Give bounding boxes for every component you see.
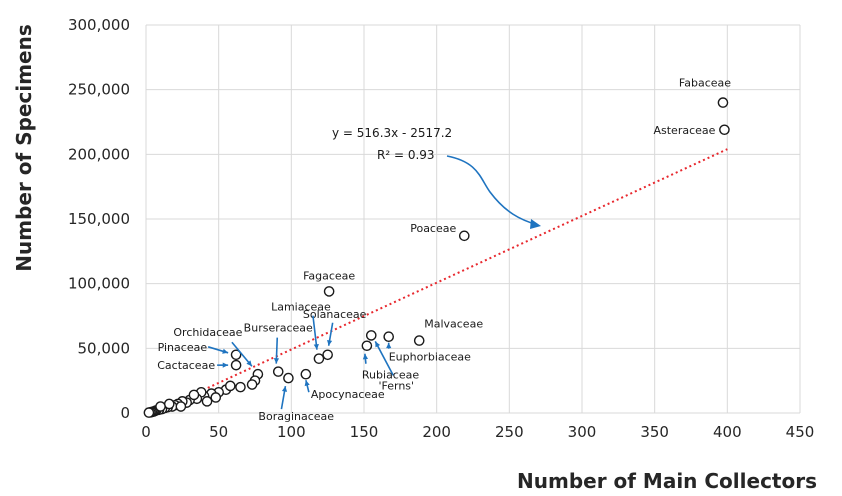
label-arrowhead — [313, 344, 319, 350]
point-label: Fagaceae — [303, 269, 355, 282]
annotations: Fabaceae Asteraceae Poaceae Fagaceae Malvace… — [157, 77, 731, 423]
data-point — [235, 381, 246, 393]
point-label: Poaceae — [410, 222, 456, 235]
y-tick-label: 250,000 — [68, 81, 130, 99]
label-arrowhead — [386, 342, 392, 349]
label-arrowhead — [246, 360, 252, 367]
trendline-r2: R² = 0.93 — [377, 148, 435, 162]
y-tick-label: 200,000 — [68, 145, 130, 163]
data-point — [283, 372, 294, 384]
data-point — [300, 368, 312, 380]
point-label: Malvaceae — [424, 318, 483, 331]
points-layer — [143, 97, 730, 418]
tick-labels: 0 50 100 150 200 250 300 350 400 450 0 50,000 100,00… — [68, 16, 814, 441]
trendline — [152, 148, 728, 414]
x-tick-label: 200 — [422, 423, 451, 441]
data-point — [322, 349, 333, 361]
label-arrowhead — [375, 341, 381, 348]
data-point — [717, 97, 729, 108]
label-arrowhead — [281, 386, 288, 392]
x-axis-title: Number of Main Collectors — [517, 469, 817, 493]
data-point — [143, 407, 155, 418]
data-point — [201, 396, 213, 407]
x-tick-label: 350 — [640, 423, 669, 441]
point-label: Euphorbiaceae — [389, 351, 471, 364]
label-arrow — [374, 341, 394, 376]
point-label: Boraginaceae — [258, 410, 334, 423]
x-tick-label: 0 — [141, 423, 151, 441]
x-tick-label: 150 — [350, 423, 379, 441]
point-label: Rubiaceae — [362, 369, 419, 382]
point-label: Solanaceae — [303, 308, 367, 321]
equation-arrowhead — [530, 219, 541, 229]
data-point — [224, 380, 236, 392]
data-point — [175, 401, 187, 412]
data-point — [188, 389, 200, 401]
label-arrowhead — [327, 340, 333, 346]
y-tick-label: 100,000 — [68, 275, 130, 293]
data-point — [246, 379, 258, 390]
point-label: Fabaceae — [679, 77, 731, 90]
x-tick-label: 50 — [209, 423, 228, 441]
data-point — [365, 330, 377, 341]
trendline-layer — [152, 148, 728, 414]
x-tick-label: 300 — [568, 423, 597, 441]
data-point — [383, 331, 395, 342]
y-tick-label: 300,000 — [68, 16, 130, 34]
point-label: Orchidaceae — [173, 326, 242, 339]
point-label: Apocynaceae — [311, 388, 385, 401]
data-point — [361, 340, 373, 352]
data-point — [230, 349, 242, 361]
data-point — [155, 401, 166, 412]
x-tick-label: 450 — [786, 423, 815, 441]
data-point — [163, 398, 175, 410]
trendline-equation: y = 516.3x - 2517.2 — [332, 126, 452, 140]
data-point — [458, 230, 470, 242]
x-tick-label: 400 — [713, 423, 742, 441]
label-arrowhead — [273, 358, 280, 364]
point-label: Asteraceae — [653, 124, 715, 137]
label-arrowhead — [362, 353, 369, 360]
y-tick-label: 150,000 — [68, 210, 130, 228]
data-point — [413, 335, 425, 346]
point-label: Lamiaceae — [271, 301, 331, 314]
point-label: Cactaceae — [157, 359, 215, 372]
equation-arrow — [446, 155, 539, 226]
label-arrowhead — [222, 348, 229, 354]
gridlines — [145, 24, 801, 414]
data-point — [719, 124, 730, 136]
x-tick-label: 100 — [277, 423, 306, 441]
x-tick-label: 250 — [495, 423, 524, 441]
point-label: Pinaceae — [158, 341, 208, 354]
y-tick-label: 50,000 — [78, 339, 131, 357]
y-tick-label: 0 — [120, 404, 130, 422]
y-axis-title: Number of Specimens — [12, 24, 36, 271]
data-point — [323, 286, 335, 297]
data-point — [313, 353, 325, 364]
data-point — [210, 392, 222, 403]
point-label: 'Ferns' — [378, 379, 414, 392]
label-arrowhead — [304, 380, 310, 387]
data-point — [272, 366, 284, 377]
data-point — [230, 359, 242, 371]
label-arrow — [312, 315, 318, 350]
label-arrowhead — [222, 362, 229, 368]
point-label: Burseraceae — [244, 322, 313, 335]
